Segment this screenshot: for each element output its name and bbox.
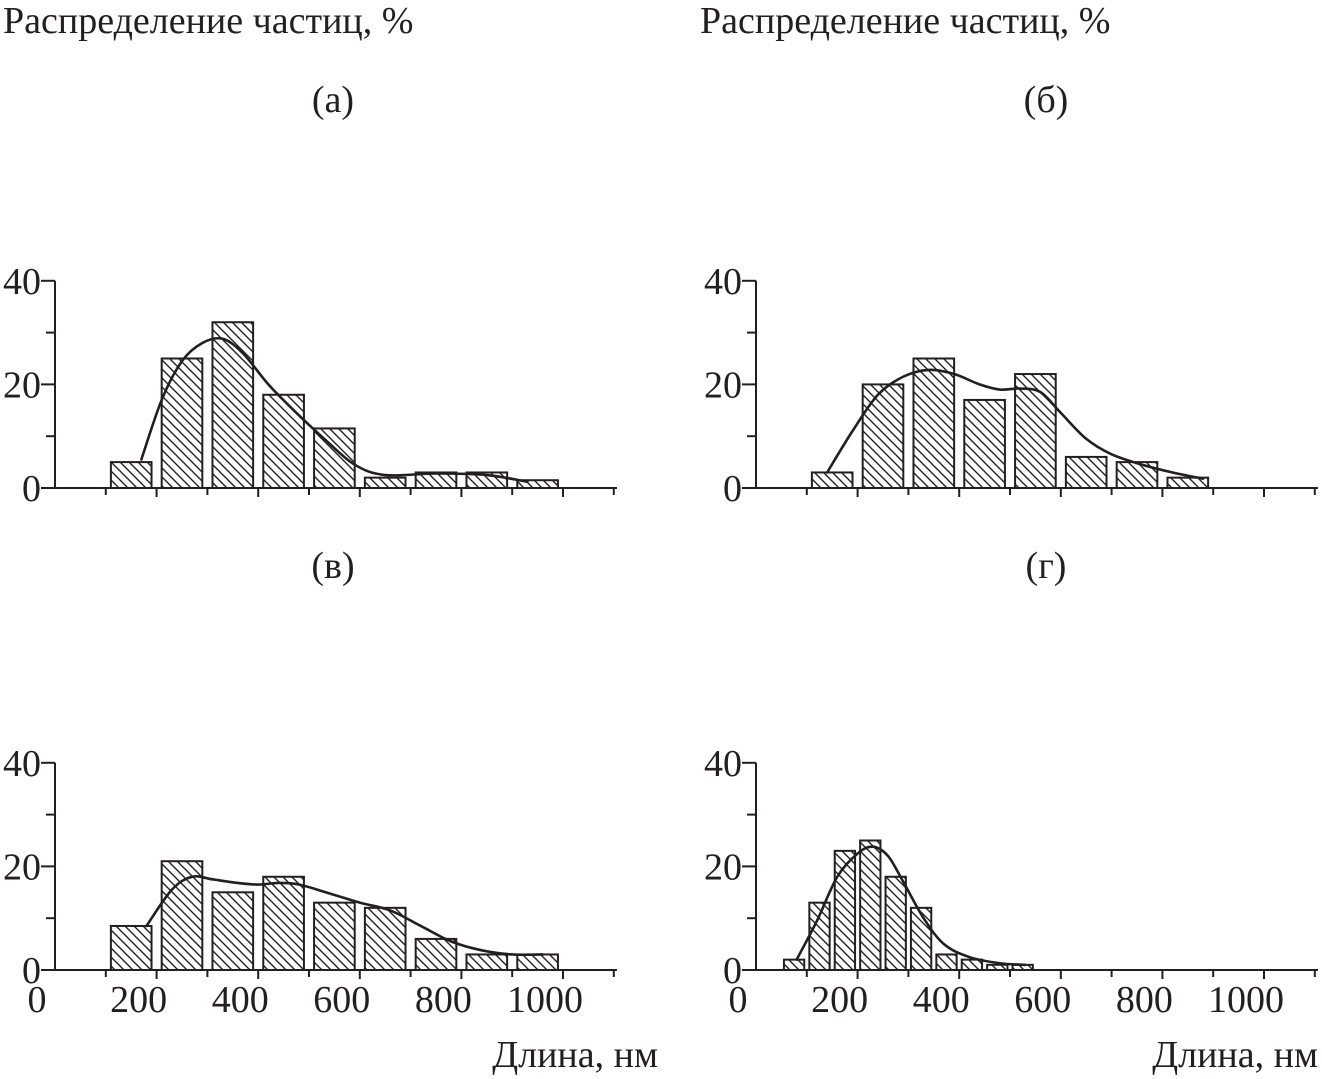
histogram-bar [1014,373,1057,490]
y-tick-label: 20 [3,846,41,888]
panel-label: (а) [312,79,354,121]
histogram-bar [160,357,204,489]
y-tick-label: 40 [3,261,41,303]
y-tick-label: 0 [723,468,742,510]
y-tick-label: 20 [704,846,742,888]
y-axis-label: Распределение частиц, % [700,0,1110,42]
x-tick-label: 400 [212,979,269,1021]
fit-curve [795,845,1027,967]
x-tick-label: 400 [913,979,970,1021]
y-axis-label: Распределение частиц, % [3,0,413,42]
x-tick-label: 600 [1014,979,1071,1021]
x-tick-label: 200 [110,979,167,1021]
x-tick-label: 800 [1116,979,1173,1021]
y-tick-label: 40 [3,743,41,785]
histogram-bar [912,357,956,489]
panel-label: (г) [1026,545,1067,587]
histogram-bar [960,958,984,972]
histogram-bar [516,953,559,972]
histogram-bar [833,849,857,971]
histogram-bar [211,891,255,971]
histogram-bar [1166,476,1210,490]
histogram-bar [363,476,407,490]
y-tick-label: 0 [22,950,41,992]
fit-curve [145,874,544,957]
histogram-bar [160,860,204,971]
y-tick-label: 20 [3,364,41,406]
y-tick-label: 0 [723,950,742,992]
y-tick-label: 40 [704,261,742,303]
y-tick-label: 20 [704,364,742,406]
fit-curve [825,368,1205,480]
histogram-bar [262,393,305,490]
histogram-bar [313,901,356,971]
fit-curve [140,336,529,484]
histogram-bar [516,479,559,490]
panel-label: (в) [311,545,354,587]
histogram-bar [1064,455,1108,490]
histogram-bar [262,875,305,972]
x-axis-label-left: Длина, нм [492,1034,658,1076]
histogram-bar [810,471,854,489]
y-tick-label: 40 [704,743,742,785]
x-tick-label: 1000 [1208,979,1284,1021]
histogram-bar [313,427,356,489]
histogram-bar [414,937,458,971]
panel-label: (б) [1024,79,1069,121]
histogram-bar [109,924,153,971]
x-tick-label: 0 [729,979,748,1021]
histogram-bar [963,398,1006,489]
histogram-bar [782,958,806,972]
histogram-bar [211,321,255,489]
x-tick-label: 1000 [507,979,583,1021]
histogram-bar [859,839,882,971]
histogram-bar [986,963,1009,972]
x-tick-label: 800 [415,979,472,1021]
y-tick-label: 0 [22,468,41,510]
x-tick-label: 600 [313,979,370,1021]
histogram-bar [861,383,905,489]
histogram-bar [935,953,958,972]
histogram-bar [884,875,907,972]
histogram-bar [909,906,933,972]
x-tick-label: 200 [811,979,868,1021]
histogram-bar [109,461,153,490]
chart-panel-b: Распределение частиц, % 0 20 40 (б) [700,0,1318,510]
histogram-bar [465,953,509,972]
histogram-bar [363,906,407,972]
chart-panel-a: Распределение частиц, % 0 20 40 (а) [3,0,617,510]
x-tick-label: 0 [28,979,47,1021]
x-axis-label: Длина, нм [1152,1034,1318,1076]
